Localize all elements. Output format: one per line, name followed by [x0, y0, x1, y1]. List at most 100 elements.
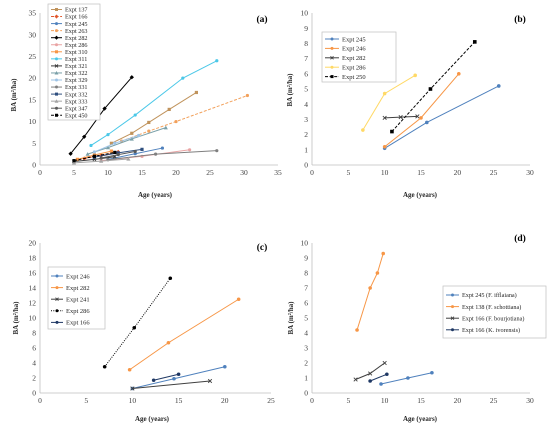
data-point: [172, 376, 176, 381]
series-expt-245-f-ifflaiana: [379, 370, 434, 386]
legend-entry: Expt 310: [51, 49, 88, 56]
legend-label: Expt 245: [342, 36, 366, 43]
legend-label: Expt 166: [65, 14, 88, 21]
data-point: [140, 147, 144, 151]
data-point: [137, 133, 141, 138]
x-tick-label: 0: [310, 168, 314, 177]
y-tick-label: 4: [304, 100, 308, 109]
series-expt-138-f-schottiana: [355, 251, 386, 332]
y-tick-label: 1: [304, 145, 308, 154]
y-tick-label: 7: [304, 284, 308, 293]
y-tick-label: 5: [32, 139, 36, 148]
legend-label: Expt 138 (F. schottiana): [462, 304, 521, 311]
y-tick-label: 3: [304, 344, 308, 353]
legend-entry: Expt 322: [51, 70, 88, 77]
data-point: [207, 378, 213, 384]
data-point: [82, 134, 87, 139]
data-point: [215, 59, 219, 63]
x-tick-label: 10: [381, 396, 389, 405]
data-point: [133, 149, 137, 154]
series-expt-286: [102, 276, 173, 369]
legend-label: Expt 282: [66, 285, 90, 292]
legend-entry: Expt 282: [51, 35, 88, 42]
x-tick-label: 15: [417, 168, 425, 177]
data-point: [99, 159, 104, 163]
legend-label: Expt 245 (F. ifflaiana): [462, 292, 517, 299]
data-point: [109, 141, 113, 145]
x-tick-label: 30: [526, 396, 534, 405]
legend-entry: Expt 245: [51, 21, 88, 28]
data-point: [368, 286, 372, 290]
legend-label: Expt 282: [65, 35, 88, 42]
data-point: [99, 156, 103, 160]
legend-marker: [330, 46, 334, 50]
y-tick-label: 15: [29, 95, 37, 104]
y-tick-label: 2: [304, 359, 308, 368]
data-point: [127, 367, 132, 372]
x-tick-label: 10: [104, 168, 112, 177]
data-point: [130, 386, 135, 391]
series-line: [132, 380, 211, 389]
y-tick-label: 10: [29, 117, 37, 126]
legend-label: Expt 331: [65, 84, 88, 91]
legend-marker: [54, 71, 59, 75]
x-axis-title: Age (years): [135, 415, 170, 423]
data-point: [385, 372, 389, 377]
x-tick-label: 5: [346, 396, 350, 405]
legend-entry: Expt 332: [51, 91, 88, 98]
data-point: [160, 146, 164, 150]
data-point: [382, 115, 387, 120]
data-point: [113, 141, 117, 145]
y-tick-label: 18: [29, 254, 37, 263]
legend-entry: Expt 282: [325, 55, 366, 62]
data-point: [102, 106, 107, 111]
legend-label: Expt 166: [66, 320, 90, 327]
data-point: [133, 113, 137, 117]
legend-marker: [451, 293, 454, 297]
legend-marker: [54, 35, 59, 40]
series-expt-241: [130, 378, 213, 391]
legend-marker: [450, 316, 455, 321]
panel-label: (a): [256, 14, 267, 25]
data-point: [68, 151, 73, 156]
legend-marker: [55, 85, 58, 89]
data-point: [215, 149, 219, 153]
legend-entry: Expt 166: [51, 320, 90, 327]
data-point: [406, 376, 410, 380]
y-tick-label: 9: [304, 254, 308, 263]
series-expt-347: [99, 149, 137, 160]
legend-entry: Expt 245: [325, 36, 366, 43]
legend-marker: [55, 309, 59, 313]
legend-entry: Expt 263: [51, 28, 88, 35]
legend-label: Expt 137: [65, 7, 88, 14]
legend-label: Expt 245: [65, 21, 88, 28]
plot-area: [68, 59, 249, 165]
data-point: [382, 144, 387, 149]
legend-label: Expt 286: [66, 308, 90, 315]
x-tick-label: 5: [84, 396, 88, 405]
legend-label: Expt 329: [65, 77, 88, 84]
y-tick-label: 35: [29, 9, 37, 18]
legend-marker: [451, 305, 454, 309]
data-point: [381, 251, 386, 256]
legend-marker: [55, 43, 58, 47]
y-tick-label: 14: [29, 284, 37, 293]
y-tick-label: 8: [304, 269, 308, 278]
series-expt-282: [68, 75, 134, 156]
x-tick-label: 20: [454, 168, 462, 177]
data-point: [72, 159, 76, 163]
y-tick-label: 16: [29, 269, 37, 278]
legend-marker: [55, 106, 58, 110]
y-tick-label: 0: [304, 389, 308, 398]
data-point: [163, 125, 168, 130]
data-point: [113, 150, 117, 155]
x-tick-label: 5: [72, 168, 76, 177]
data-point: [430, 370, 434, 375]
series-line: [362, 74, 416, 131]
data-point: [92, 150, 96, 154]
y-tick-label: 25: [29, 52, 37, 61]
panel-label: (c): [257, 242, 268, 253]
data-point: [85, 152, 90, 156]
legend-label: Expt 166 (K. ivorensis): [462, 327, 520, 334]
legend-marker: [55, 22, 58, 26]
